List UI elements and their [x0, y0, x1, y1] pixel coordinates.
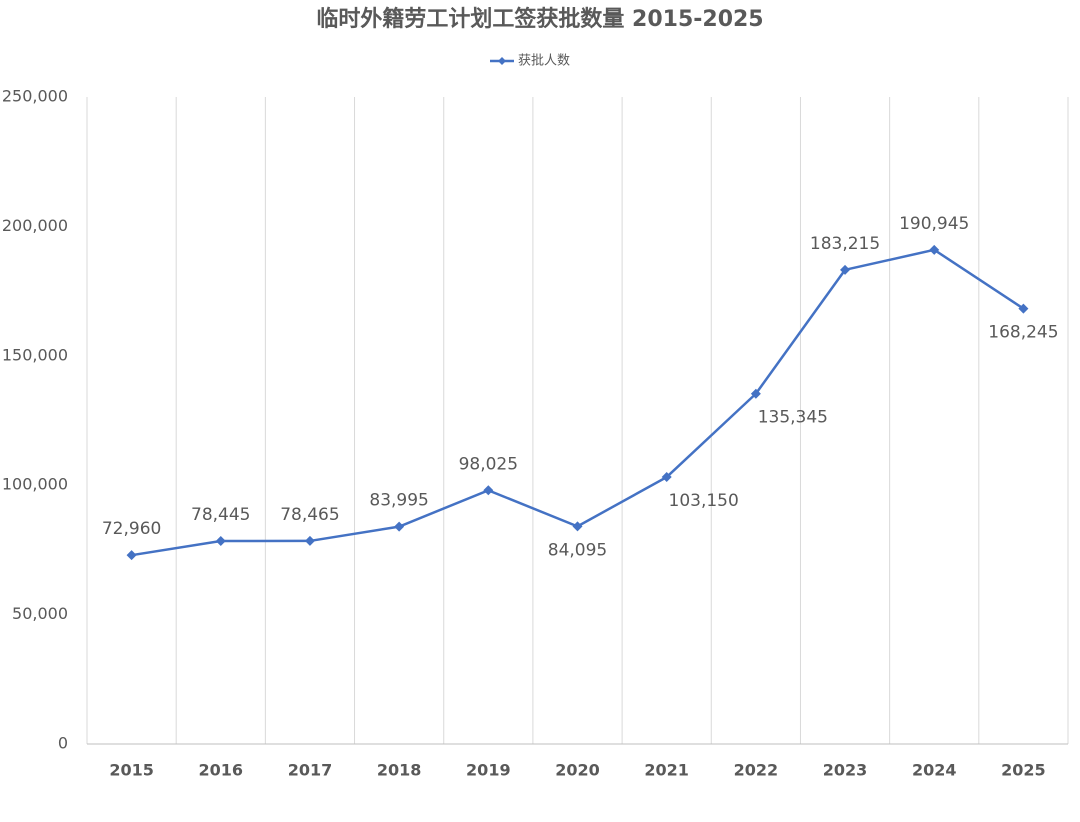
data-label: 83,995: [369, 491, 428, 511]
data-point: [661, 472, 672, 483]
legend-label: 获批人数: [518, 54, 570, 69]
x-tick-label: 2019: [466, 761, 511, 780]
data-label: 98,025: [459, 454, 518, 474]
data-point: [215, 535, 226, 546]
x-tick-label: 2023: [823, 761, 868, 780]
x-tick-label: 2024: [912, 761, 957, 780]
data-point: [394, 521, 405, 532]
data-label: 103,150: [669, 491, 739, 511]
data-label: 78,465: [280, 505, 339, 525]
data-label: 168,245: [988, 323, 1058, 343]
x-tick-label: 2018: [377, 761, 422, 780]
data-point: [483, 485, 494, 496]
data-label: 84,095: [548, 540, 607, 560]
data-point: [1018, 303, 1029, 314]
x-tick-label: 2015: [109, 761, 154, 780]
data-point: [750, 388, 761, 399]
y-tick-label: 100,000: [2, 475, 68, 494]
y-tick-label: 50,000: [12, 604, 68, 623]
y-tick-label: 0: [58, 734, 68, 753]
x-tick-label: 2022: [734, 761, 779, 780]
data-point: [304, 535, 315, 546]
y-tick-label: 200,000: [2, 216, 68, 235]
data-label: 135,345: [758, 408, 828, 428]
data-point: [572, 521, 583, 532]
x-tick-label: 2016: [199, 761, 244, 780]
x-tick-label: 2020: [555, 761, 600, 780]
data-label: 190,945: [899, 214, 969, 234]
data-point: [840, 264, 851, 275]
data-label: 183,215: [810, 234, 880, 254]
x-tick-label: 2017: [288, 761, 333, 780]
x-tick-label: 2021: [644, 761, 689, 780]
chart-title: 临时外籍劳工计划工签获批数量 2015-2025: [316, 6, 763, 32]
data-label: 78,445: [191, 505, 250, 525]
x-tick-label: 2025: [1001, 761, 1046, 780]
data-point: [126, 550, 137, 561]
legend-marker: [498, 57, 506, 65]
data-point: [929, 244, 940, 255]
y-tick-label: 150,000: [2, 345, 68, 364]
y-tick-label: 250,000: [2, 87, 68, 106]
data-label: 72,960: [102, 519, 161, 539]
